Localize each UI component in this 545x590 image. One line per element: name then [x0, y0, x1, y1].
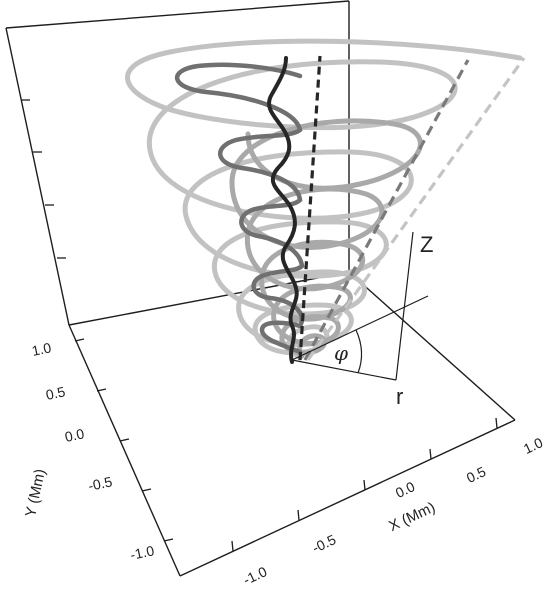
r-label: r [396, 384, 403, 409]
cone-dashed-line-dark [303, 59, 470, 361]
x-axis-title: X (Mm) [386, 499, 438, 535]
x-tick-label: 0.0 [393, 478, 418, 501]
floor-left-edge [68, 324, 181, 577]
mid-helix-curve [229, 118, 423, 359]
floor-frame [68, 271, 516, 577]
y-tick-label: 1.0 [30, 339, 53, 359]
x-axis-ticks [231, 417, 498, 552]
y-tick-label: -1.0 [129, 542, 156, 563]
y-tick-label: -0.5 [87, 473, 114, 494]
phi-angle-arc [355, 329, 363, 374]
y-tick-labels: 1.0 0.5 0.0 -0.5 -1.0 [30, 339, 156, 563]
floor-front-edge [179, 419, 516, 577]
floor-right-edge [348, 271, 516, 421]
core-column-curve [267, 56, 299, 364]
z-label: Z [420, 232, 433, 257]
light-helix-curve [125, 38, 523, 361]
phi-ray-line [291, 295, 429, 361]
x-tick-label: 0.5 [464, 463, 489, 486]
coordinate-inset [291, 231, 429, 381]
x-tick-labels: -1.0 -0.5 0.0 0.5 1.0 [241, 434, 545, 588]
back-wall [5, 0, 350, 326]
y-tick-label: 0.0 [63, 425, 86, 445]
y-tick-label: 0.5 [44, 383, 67, 403]
floor-back-edge [68, 271, 350, 326]
wall-left-edge [5, 27, 70, 326]
wall-ticks [21, 99, 66, 259]
y-axis-title: Y (Mm) [22, 467, 49, 518]
z-axis-line [395, 231, 414, 381]
vertical-dashed-axis [298, 55, 322, 361]
x-tick-label: -1.0 [241, 563, 270, 585]
x-tick-label: 1.0 [521, 434, 545, 457]
r-axis-line [291, 359, 397, 381]
phi-label: φ [334, 341, 348, 365]
x-tick-label: -0.5 [310, 531, 339, 556]
wall-top-edge [5, 0, 350, 29]
cone-dashed-line-light [306, 57, 526, 361]
y-axis-ticks [74, 338, 174, 542]
